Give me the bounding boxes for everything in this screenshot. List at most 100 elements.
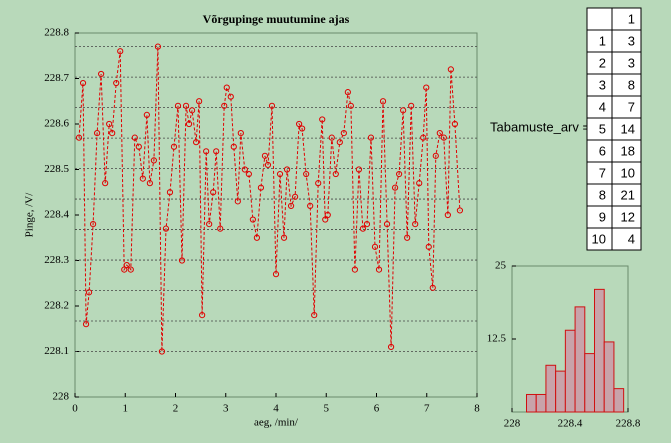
data-point xyxy=(328,134,335,141)
table-value: 8 xyxy=(628,77,635,92)
data-point xyxy=(185,120,193,128)
hist-bar xyxy=(613,388,625,413)
data-point xyxy=(396,170,403,178)
data-point xyxy=(135,143,142,150)
data-point xyxy=(387,343,395,351)
data-point xyxy=(79,79,87,87)
data-point xyxy=(268,102,276,109)
data-point xyxy=(303,170,310,178)
table-value: 7 xyxy=(628,99,635,114)
y-tick-label: 228.4 xyxy=(44,209,69,221)
data-point xyxy=(447,66,454,73)
row-index: 10 xyxy=(592,231,606,246)
x-tick-label: 228.4 xyxy=(558,418,583,430)
data-point xyxy=(436,130,443,137)
data-point xyxy=(170,143,178,150)
data-point xyxy=(98,70,105,78)
data-point xyxy=(432,152,439,159)
data-point xyxy=(210,189,217,196)
data-point xyxy=(340,130,347,137)
data-point xyxy=(451,120,458,128)
data-point xyxy=(127,266,134,273)
data-point xyxy=(253,234,261,241)
y-tick-label: 228.1 xyxy=(44,345,69,357)
data-point xyxy=(287,202,295,209)
data-point xyxy=(154,43,162,50)
table-value: 10 xyxy=(621,165,635,180)
data-point xyxy=(94,130,101,137)
data-point xyxy=(193,139,200,146)
data-point xyxy=(109,130,116,137)
column-header-cell xyxy=(611,7,642,31)
row-index: 5 xyxy=(599,121,606,136)
data-point xyxy=(203,148,210,155)
data-point xyxy=(223,84,230,91)
corner-cell xyxy=(586,7,613,31)
y-tick-label: 228.2 xyxy=(44,300,69,312)
data-point xyxy=(367,134,375,141)
hist-bar xyxy=(603,341,615,413)
data-point xyxy=(182,102,190,109)
table-value-cell xyxy=(611,29,642,53)
data-point xyxy=(416,180,423,187)
data-point xyxy=(131,134,138,141)
data-point xyxy=(322,216,329,223)
data-point xyxy=(400,107,407,114)
row-index: 7 xyxy=(599,165,606,180)
table-value: 3 xyxy=(628,55,635,70)
hist-bar xyxy=(584,353,596,413)
data-point xyxy=(344,89,351,96)
data-point xyxy=(429,284,436,291)
hist-bar xyxy=(535,393,547,413)
x-tick-label: 228 xyxy=(504,418,521,430)
y-tick-label: 25 xyxy=(495,260,507,272)
data-point xyxy=(106,120,113,128)
table-value-cell xyxy=(611,227,642,251)
y-tick-label: 228.8 xyxy=(44,27,69,39)
data-point xyxy=(178,257,186,264)
data-point xyxy=(113,79,120,87)
data-point xyxy=(146,180,153,187)
table-value: 4 xyxy=(628,231,635,246)
data-point xyxy=(359,225,367,232)
data-point xyxy=(336,139,343,146)
x-tick-label: 5 xyxy=(324,403,330,415)
data-point xyxy=(444,211,451,219)
hist-bar xyxy=(594,288,605,413)
plot-area xyxy=(74,32,478,398)
x-tick-label: 8 xyxy=(474,403,480,415)
data-point xyxy=(245,170,252,178)
data-point xyxy=(299,125,306,132)
data-point xyxy=(261,152,269,159)
data-point xyxy=(311,312,318,319)
data-point xyxy=(315,180,322,187)
data-point xyxy=(379,98,387,105)
data-point xyxy=(371,243,379,250)
data-point xyxy=(347,102,354,109)
x-tick-label: 228.8 xyxy=(616,418,641,430)
table-value: 14 xyxy=(621,121,635,136)
x-tick-label: 4 xyxy=(273,403,279,415)
data-point xyxy=(206,221,213,228)
data-point xyxy=(213,148,220,155)
data-point xyxy=(391,184,399,191)
data-point xyxy=(196,98,203,105)
data-point xyxy=(237,130,244,137)
data-point xyxy=(296,120,303,128)
row-index: 8 xyxy=(599,187,606,202)
data-point xyxy=(332,170,339,178)
data-point xyxy=(221,102,228,109)
row-index: 2 xyxy=(599,55,606,70)
table-label: Tabamuste_arv = xyxy=(490,119,590,134)
data-point xyxy=(143,111,150,119)
data-point xyxy=(420,134,427,141)
table-value-cell xyxy=(611,51,642,75)
x-tick-label: 2 xyxy=(173,403,179,415)
y-tick-label: 228.5 xyxy=(44,163,69,175)
row-index: 1 xyxy=(599,33,606,48)
table-value: 18 xyxy=(621,143,635,158)
table-value: 12 xyxy=(621,209,635,224)
x-tick-label: 1 xyxy=(123,403,129,415)
y-tick-label: 228.7 xyxy=(44,72,69,84)
